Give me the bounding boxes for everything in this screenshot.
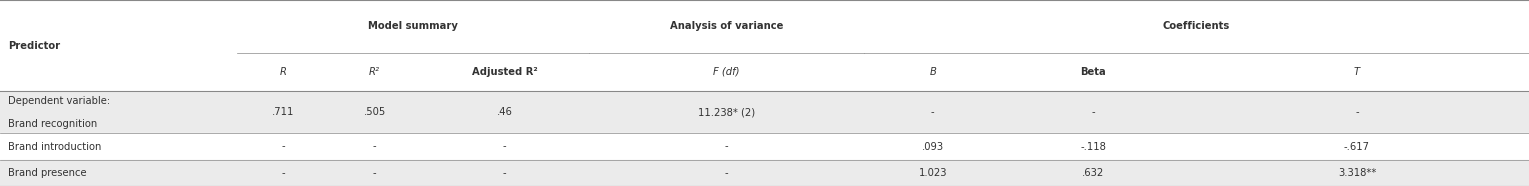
Text: -: -: [503, 168, 506, 178]
Text: -: -: [725, 168, 728, 178]
Text: -.617: -.617: [1344, 142, 1370, 152]
Text: -: -: [373, 168, 376, 178]
Bar: [0, 133, 1529, 160]
Text: -: -: [373, 142, 376, 152]
Bar: [0, 53, 1529, 91]
Bar: [0, 91, 1529, 133]
Text: .711: .711: [272, 107, 294, 117]
Bar: [0, 0, 1529, 53]
Text: -: -: [281, 142, 284, 152]
Text: .505: .505: [364, 107, 385, 117]
Text: -: -: [725, 142, 728, 152]
Text: Adjusted R²: Adjusted R²: [471, 67, 538, 77]
Text: Brand presence: Brand presence: [8, 168, 86, 178]
Text: Analysis of variance: Analysis of variance: [670, 21, 783, 31]
Text: R²: R²: [368, 67, 381, 77]
Text: F (df): F (df): [713, 67, 740, 77]
Text: -: -: [281, 168, 284, 178]
Text: Brand introduction: Brand introduction: [8, 142, 101, 152]
Text: Model summary: Model summary: [368, 21, 457, 31]
Text: -: -: [1092, 107, 1095, 117]
Text: Brand recognition: Brand recognition: [8, 119, 96, 129]
Text: .093: .093: [922, 142, 943, 152]
Text: R: R: [280, 67, 286, 77]
Text: Predictor: Predictor: [8, 41, 60, 51]
Text: -: -: [503, 142, 506, 152]
Text: .46: .46: [497, 107, 512, 117]
Text: -.118: -.118: [1081, 142, 1105, 152]
Text: -: -: [931, 107, 934, 117]
Text: -: -: [1355, 107, 1359, 117]
Text: 1.023: 1.023: [919, 168, 946, 178]
Text: B: B: [930, 67, 936, 77]
Text: 11.238* (2): 11.238* (2): [697, 107, 755, 117]
Text: 3.318**: 3.318**: [1338, 168, 1376, 178]
Bar: [0, 160, 1529, 186]
Text: Beta: Beta: [1081, 67, 1105, 77]
Text: T: T: [1353, 67, 1361, 77]
Text: .632: .632: [1083, 168, 1104, 178]
Text: Coefficients: Coefficients: [1164, 21, 1229, 31]
Text: Dependent variable:: Dependent variable:: [8, 95, 110, 105]
